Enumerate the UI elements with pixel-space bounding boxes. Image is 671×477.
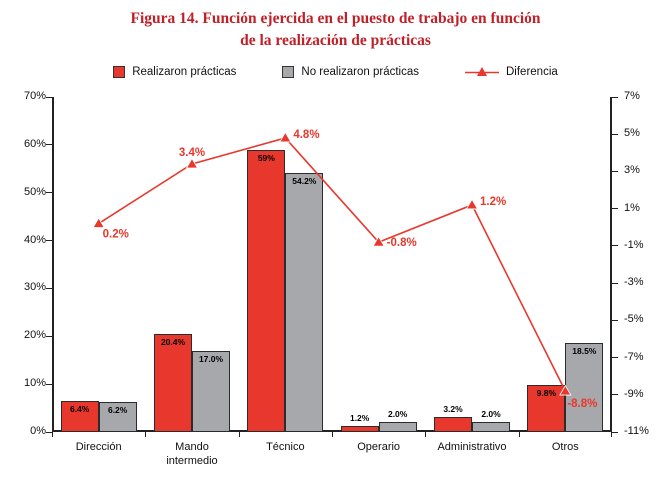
- bar-value-label: 1.2%: [349, 413, 370, 424]
- bar-realizaron-operario: [340, 426, 379, 432]
- left-axis-tick: [46, 96, 52, 98]
- left-axis-tick-label: 50%: [23, 185, 46, 198]
- x-axis-tick: [52, 432, 53, 437]
- legend-item-no-realizaron-practicas: No realizaron prácticas: [282, 66, 419, 78]
- x-axis-tick: [518, 432, 520, 437]
- chart-legend: Realizaron prácticas No realizaron prácti…: [0, 66, 671, 78]
- x-axis-tick: [238, 432, 240, 437]
- bar-value-label: 18.5%: [572, 346, 597, 357]
- bar-value-label: 6.2%: [107, 405, 128, 416]
- bar-no-realizaron-direccion: [98, 402, 137, 432]
- left-axis-tick: [46, 192, 52, 194]
- bar-realizaron-tecnico: [247, 149, 286, 432]
- bar-value-label: 54.2%: [292, 175, 317, 186]
- left-axis-tick-label: 10%: [23, 377, 46, 390]
- x-axis-tick: [611, 432, 612, 437]
- bar-no-realizaron-administrativo: [472, 422, 510, 432]
- figure-title-line1: Figura 14. Función ejercida en el puesto…: [130, 10, 541, 27]
- bar-value-label: 6.4%: [69, 404, 90, 415]
- bar-value-label: 2.0%: [387, 409, 408, 420]
- right-axis-tick-label: -11%: [624, 425, 649, 437]
- left-axis-tick: [46, 240, 52, 242]
- red-triangle-line-icon: [465, 67, 499, 76]
- left-axis-tick-label: 20%: [23, 329, 46, 342]
- right-axis-tick: [612, 357, 618, 359]
- right-axis-tick-label: -9%: [624, 387, 644, 400]
- left-axis-tick-label: 70%: [23, 90, 46, 102]
- left-axis-tick: [46, 335, 52, 337]
- right-axis-tick: [612, 245, 618, 247]
- right-axis-tick-label: 3%: [624, 164, 640, 177]
- triangle-marker-icon: [477, 67, 487, 76]
- left-axis-tick-label: 0%: [30, 425, 46, 437]
- right-axis-tick: [612, 208, 618, 210]
- left-axis-tick: [46, 383, 52, 385]
- bar-value-label: 20.4%: [160, 337, 186, 348]
- right-axis-tick-label: 7%: [624, 90, 640, 102]
- x-axis-tick: [425, 432, 427, 437]
- figure-title: Figura 14. Función ejercida en el puesto…: [0, 8, 671, 53]
- right-axis-tick-label: -1%: [624, 238, 644, 251]
- left-axis-tick: [46, 431, 52, 433]
- red-square-icon: [113, 66, 126, 78]
- bar-value-label: 9.8%: [536, 388, 557, 399]
- right-axis-tick: [612, 319, 618, 321]
- left-axis-tick-label: 60%: [23, 137, 46, 150]
- x-axis-tick: [332, 432, 333, 437]
- left-axis-tick: [46, 287, 52, 289]
- legend-label: Diferencia: [506, 66, 558, 78]
- plot-area: [52, 97, 612, 432]
- right-axis-tick: [612, 96, 618, 98]
- bar-value-label: 59%: [257, 152, 275, 163]
- bar-value-label: 3.2%: [443, 403, 463, 414]
- right-axis-tick: [612, 133, 618, 135]
- gray-square-icon: [282, 66, 295, 78]
- category-label-otros: Otros: [551, 441, 579, 453]
- category-label-direccion: Dirección: [75, 441, 122, 453]
- bar-no-realizaron-otros: [565, 343, 604, 432]
- right-axis-tick-label: 5%: [624, 127, 640, 140]
- bar-realizaron-direccion: [60, 401, 99, 432]
- right-axis-tick-label: -3%: [624, 276, 644, 289]
- x-axis-tick: [145, 432, 147, 437]
- bar-no-realizaron-operario: [378, 422, 417, 432]
- right-axis-tick: [612, 170, 618, 172]
- figure-title-line2: de la realización de prácticas: [240, 32, 431, 50]
- legend-item-realizaron-practicas: Realizaron prácticas: [113, 66, 236, 78]
- legend-label: No realizaron prácticas: [301, 66, 419, 78]
- left-axis-tick: [46, 144, 52, 146]
- bar-value-label: 2.0%: [481, 409, 501, 420]
- bar-no-realizaron-tecnico: [285, 172, 324, 432]
- category-label-tecnico: Técnico: [266, 441, 305, 453]
- category-label-mando-intermedio: Mando intermedio: [166, 441, 218, 467]
- bar-value-label: 17.0%: [198, 353, 224, 364]
- right-axis-tick-label: -7%: [624, 350, 644, 363]
- right-axis-tick: [612, 394, 618, 396]
- left-axis-tick-label: 40%: [23, 233, 46, 246]
- right-axis-tick-label: 1%: [624, 201, 640, 214]
- left-axis-tick-label: 30%: [23, 281, 46, 294]
- category-label-operario: Operario: [357, 441, 401, 453]
- right-axis-tick-label: -5%: [624, 313, 644, 326]
- right-axis-tick: [612, 282, 618, 284]
- bar-realizaron-administrativo: [434, 416, 472, 432]
- category-label-administrativo: Administrativo: [437, 441, 507, 453]
- bar-realizaron-mando-intermedio: [154, 334, 192, 432]
- legend-item-diferencia: Diferencia: [465, 66, 558, 78]
- legend-label: Realizaron prácticas: [132, 66, 237, 78]
- right-axis-tick: [612, 431, 618, 433]
